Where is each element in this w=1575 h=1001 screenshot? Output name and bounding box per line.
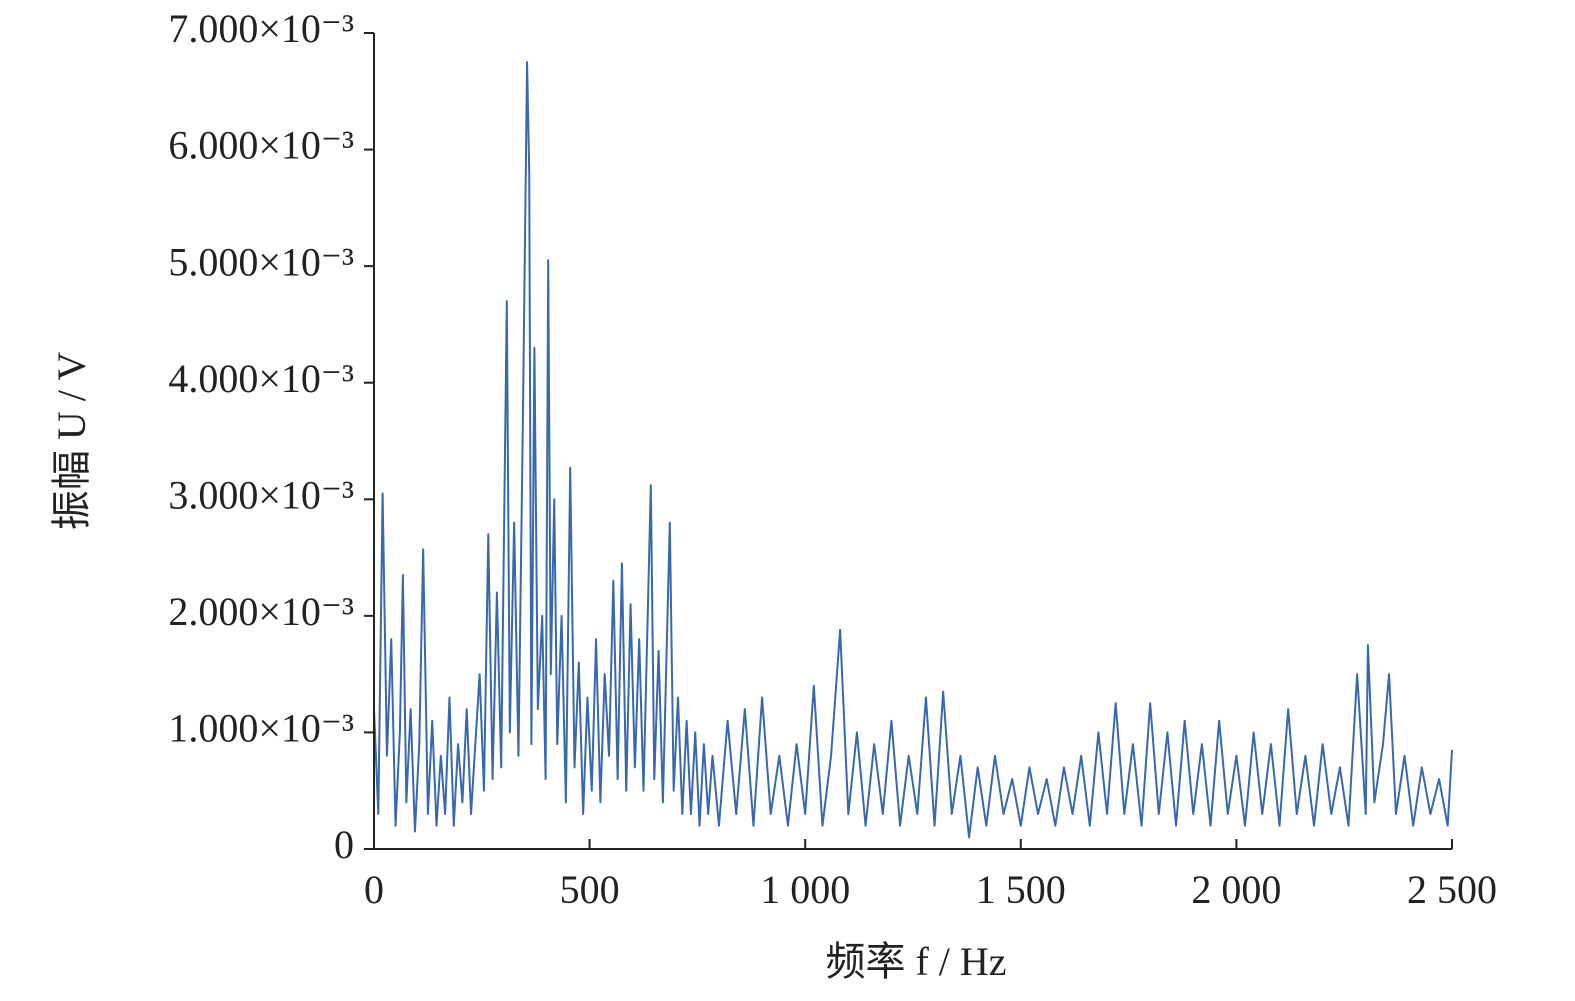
x-tick-label: 2 000 [1191,867,1281,912]
x-tick-label: 1 500 [976,867,1066,912]
x-axis-label: 频率 f / Hz [825,939,1006,984]
y-tick-label: 7.000×10⁻³ [168,6,354,51]
y-tick-label: 0 [334,822,354,867]
y-tick-label: 4.000×10⁻³ [168,356,354,401]
y-axis-label: 振幅 U / V [49,352,94,530]
spectrum-line [373,61,1453,839]
x-tick-label: 500 [560,867,620,912]
y-tick-label: 3.000×10⁻³ [168,472,354,517]
y-tick-label: 2.000×10⁻³ [168,589,354,634]
x-tick-label: 0 [364,867,384,912]
x-tick-label: 2 500 [1407,867,1497,912]
y-tick-label: 6.000×10⁻³ [168,123,354,168]
x-tick-label: 1 000 [760,867,850,912]
y-tick-label: 5.000×10⁻³ [168,239,354,284]
y-tick-label: 1.000×10⁻³ [168,706,354,751]
